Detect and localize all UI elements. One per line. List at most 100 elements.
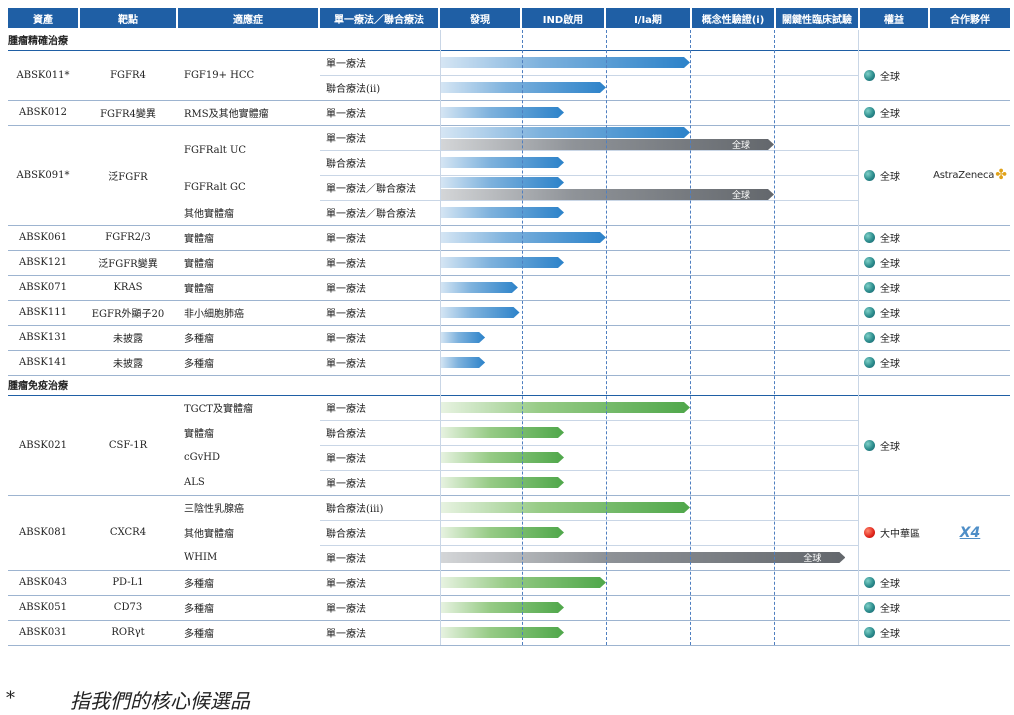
asset-target: FGFR2/3 (105, 232, 151, 243)
x4-logo: X4 (959, 524, 981, 541)
asset-divider (8, 125, 1010, 126)
therapy-type: 聯合療法(ii) (326, 84, 381, 95)
therapy-type: 單一療法 (326, 234, 366, 245)
progress-bar (440, 307, 520, 318)
section-title: 腫瘤免疫治療 (8, 381, 68, 392)
progress-bar (440, 332, 485, 343)
globe-icon (864, 627, 875, 638)
globe-icon (864, 232, 875, 243)
row-divider (320, 200, 858, 201)
therapy-type: 單一療法／聯合療法 (326, 209, 416, 220)
asset-target: 泛FGFR (108, 171, 148, 183)
therapy-type: 單一療法／聯合療法 (326, 184, 416, 195)
globe-icon (864, 69, 875, 81)
progress-bar (440, 527, 564, 538)
asset-indication: 實體瘤 (184, 234, 214, 245)
asset-divider (8, 495, 1010, 496)
asset-indication: cGvHD (184, 452, 220, 463)
rights-cell: 大中華區 (864, 495, 920, 570)
header-partner: 合作夥伴 (930, 8, 1010, 28)
asset-name: ABSK071 (19, 282, 67, 293)
header-poc: 概念性驗證(i) (692, 8, 774, 28)
header-target: 靶點 (80, 8, 176, 28)
asset-name: ABSK011* (16, 69, 70, 81)
section-divider (8, 50, 1010, 51)
rights-label: 全球 (880, 234, 900, 245)
asset-target: 未披露 (113, 359, 143, 370)
asset-indication: WHIM (184, 552, 218, 563)
rights-label: 大中華區 (880, 529, 920, 540)
partner-logo: X4 (930, 495, 1010, 570)
therapy-type: 單一療法 (326, 334, 366, 345)
asset-name: ABSK131 (19, 332, 67, 343)
asset-indication: 多種瘤 (184, 334, 214, 345)
asset-indication: 實體瘤 (184, 259, 214, 270)
therapy-type: 單一療法 (326, 134, 366, 145)
progress-bar (440, 107, 564, 118)
progress-bar-global: 全球 (440, 139, 774, 150)
rights-cell: 全球 (864, 395, 900, 495)
rights-label: 全球 (880, 604, 900, 615)
stage-divider (690, 30, 691, 645)
asset-name: ABSK111 (19, 307, 67, 318)
asset-indication: 非小細胞肺癌 (184, 309, 244, 320)
asset-target: 未披露 (113, 334, 143, 345)
rights-label: 全球 (880, 309, 900, 320)
progress-bar (440, 57, 690, 68)
rights-label: 全球 (880, 71, 900, 83)
partner-logo: AstraZeneca ✤ (930, 125, 1010, 225)
asset-name: ABSK043 (19, 577, 67, 588)
globe-icon (864, 439, 875, 451)
asset-indication: RMS及其他實體瘤 (184, 109, 269, 120)
asset-name: ABSK031 (19, 627, 67, 638)
progress-bar-global: 全球 (440, 189, 774, 200)
asset-target: KRAS (113, 282, 143, 293)
header-ind: IND啟用 (522, 8, 604, 28)
therapy-type: 單一療法 (326, 554, 366, 565)
row-divider (320, 520, 858, 521)
progress-bar (440, 627, 564, 638)
progress-bar (440, 127, 690, 138)
row-divider (320, 75, 858, 76)
progress-bar (440, 602, 564, 613)
row-divider (320, 175, 858, 176)
globe-icon (864, 169, 875, 181)
therapy-type: 單一療法 (326, 454, 366, 465)
asset-divider (8, 300, 1010, 301)
stage-divider (606, 30, 607, 645)
progress-bar-global: 全球 (440, 552, 845, 563)
therapy-type: 單一療法 (326, 309, 366, 320)
progress-bar (440, 477, 564, 488)
progress-bar (440, 402, 690, 413)
rights-cell: 全球 (864, 620, 900, 645)
progress-bar (440, 282, 518, 293)
asset-divider (8, 570, 1010, 571)
progress-bar (440, 427, 564, 438)
row-divider (320, 470, 858, 471)
asset-divider (8, 275, 1010, 276)
rights-cell: 全球 (864, 50, 900, 100)
row-divider (320, 445, 858, 446)
therapy-type: 單一療法 (326, 59, 366, 70)
header-phase1: I/Ia期 (606, 8, 690, 28)
asset-name: ABSK061 (19, 232, 67, 243)
asset-target: RORγt (111, 627, 145, 638)
therapy-type: 單一療法 (326, 284, 366, 295)
astrazeneca-logo: AstraZeneca (933, 169, 995, 181)
asset-indication: FGFRalt GC (184, 182, 246, 193)
therapy-type: 聯合療法 (326, 529, 366, 540)
therapy-type: 單一療法 (326, 109, 366, 120)
rights-label: 全球 (880, 579, 900, 590)
asset-divider (8, 250, 1010, 251)
header-indication: 適應症 (178, 8, 318, 28)
progress-bar (440, 177, 564, 188)
row-divider (320, 150, 858, 151)
footnote-mark: * (6, 688, 15, 709)
asset-indication: FGFRalt UC (184, 144, 247, 156)
header-discovery: 發現 (440, 8, 520, 28)
rights-cell: 全球 (864, 275, 900, 300)
therapy-type: 單一療法 (326, 479, 366, 490)
asset-divider (8, 225, 1010, 226)
row-divider (320, 420, 858, 421)
